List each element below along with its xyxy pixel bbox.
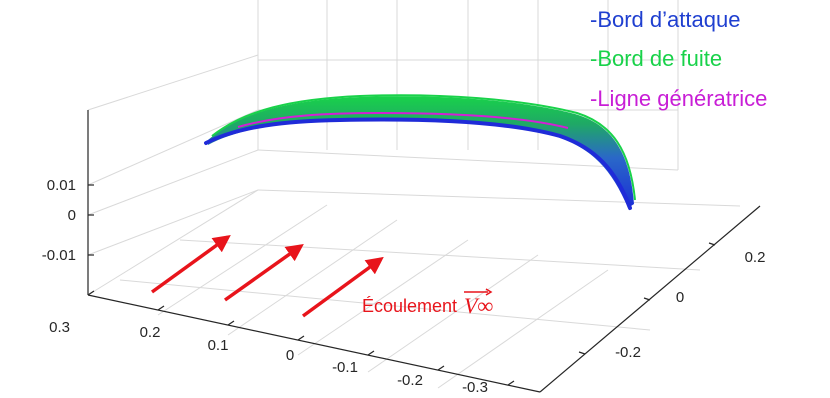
legend-entry-generatrix: -Ligne génératrice [590, 86, 767, 111]
flow-arrow [301, 256, 384, 318]
y-tick-label: 0.2 [745, 249, 766, 266]
x-tick-label: 0.3 [49, 319, 70, 336]
x-axis-line [87, 294, 541, 393]
x-tick-label: 0 [286, 347, 294, 364]
x-tick-label: -0.2 [397, 372, 423, 389]
axis-lines [87, 110, 761, 393]
flow-label: Écoulement [362, 296, 457, 316]
blade-surface-fill [208, 96, 634, 208]
v-infinity-symbol: V∞ [464, 293, 493, 318]
x-tick-label: -0.1 [332, 359, 358, 376]
trailing-edge-line [211, 94, 636, 201]
x-tick-label: -0.3 [462, 379, 488, 396]
y-axis-line [539, 205, 761, 393]
legend-entry-trailing-edge: -Bord de fuite [590, 46, 722, 71]
y-tick-label: 0 [676, 289, 684, 306]
x-tick-labels: 0.3 0.2 0.1 0 -0.1 -0.2 -0.3 [49, 319, 488, 396]
legend: -Bord d’attaque -Bord de fuite -Ligne gé… [590, 7, 767, 111]
blade-surface [204, 94, 636, 210]
flow-arrows [150, 234, 384, 318]
x-tick-label: 0.2 [140, 324, 161, 341]
legend-entry-leading-edge: -Bord d’attaque [590, 7, 740, 32]
generatrix-line [237, 111, 569, 129]
z-tick-label: 0 [68, 207, 76, 224]
z-tick-labels: 0.01 0 -0.01 [42, 177, 76, 264]
flow-arrow [150, 234, 231, 294]
flow-arrow [223, 243, 304, 302]
y-tick-labels: -0.2 0 0.2 [615, 249, 765, 361]
x-tick-label: 0.1 [208, 337, 229, 354]
grid-lines [87, 0, 741, 389]
tick-marks [87, 184, 716, 386]
y-tick-label: -0.2 [615, 344, 641, 361]
flow-annotation: Écoulement V∞ [362, 288, 493, 318]
z-tick-label: 0.01 [47, 177, 76, 194]
z-tick-label: -0.01 [42, 247, 76, 264]
vector-overline-head [485, 288, 493, 296]
leading-edge-line [204, 117, 632, 210]
